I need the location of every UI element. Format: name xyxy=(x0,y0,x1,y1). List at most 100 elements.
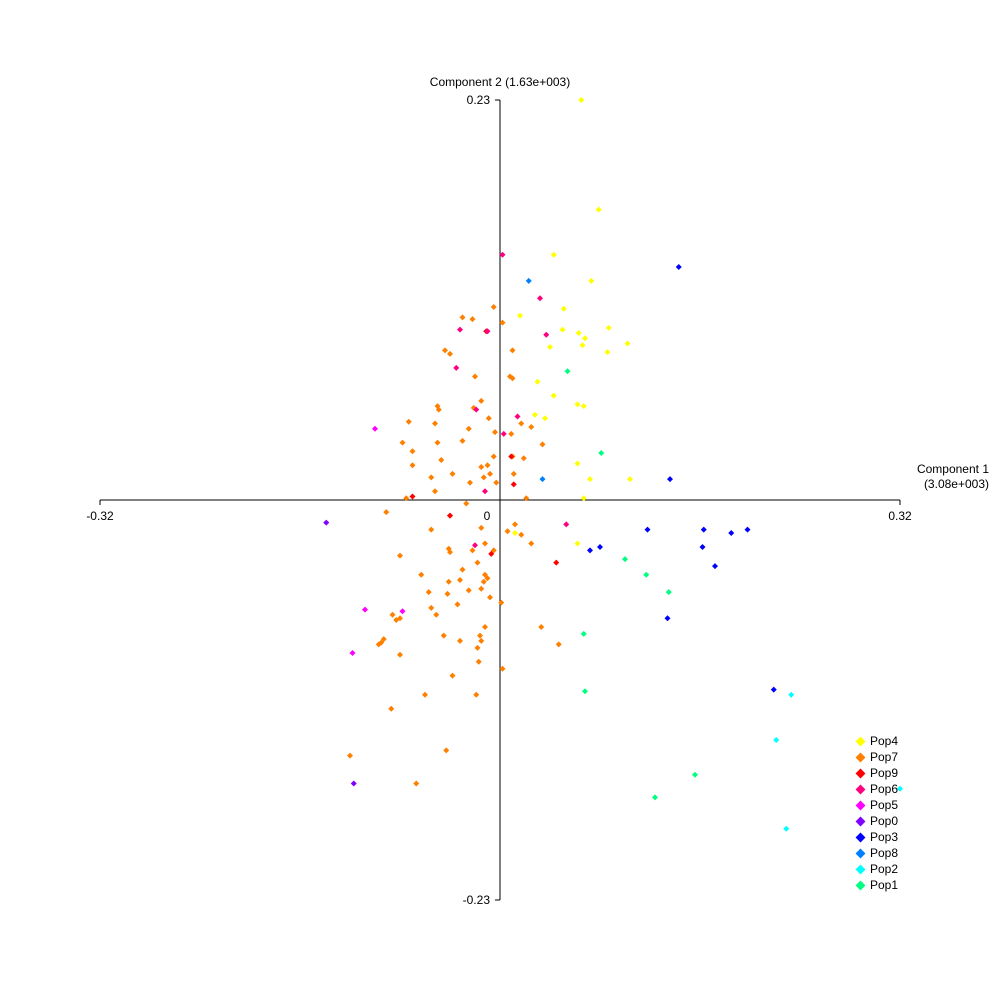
point-pop7 xyxy=(393,617,400,623)
legend-item-pop8: Pop8 xyxy=(855,845,898,861)
point-pop7 xyxy=(444,590,451,597)
point-pop7 xyxy=(478,637,485,644)
point-pop5 xyxy=(372,425,378,432)
point-pop7 xyxy=(510,470,517,477)
point-pop4 xyxy=(579,342,586,349)
point-pop6 xyxy=(499,251,506,258)
point-pop0 xyxy=(350,780,357,787)
point-pop7 xyxy=(498,599,505,606)
point-pop4 xyxy=(517,312,523,319)
point-pop3 xyxy=(700,526,707,533)
point-pop3 xyxy=(664,615,671,622)
point-pop7 xyxy=(442,347,448,354)
point-pop7 xyxy=(518,420,525,427)
point-pop7 xyxy=(347,752,353,759)
point-pop6 xyxy=(484,328,491,335)
point-pop5 xyxy=(399,608,406,615)
point-pop6 xyxy=(472,542,478,549)
point-pop1 xyxy=(598,450,605,457)
point-pop7 xyxy=(504,528,511,535)
point-pop6 xyxy=(563,521,570,528)
x-tick-min-label: -0.32 xyxy=(86,509,114,523)
point-pop1 xyxy=(665,589,672,596)
point-pop4 xyxy=(588,277,595,284)
point-pop7 xyxy=(509,347,516,354)
point-pop7 xyxy=(474,644,481,651)
point-pop4 xyxy=(580,403,587,410)
point-pop7 xyxy=(405,418,412,425)
point-pop1 xyxy=(692,771,698,778)
point-pop7 xyxy=(459,437,466,444)
point-pop9 xyxy=(409,493,416,500)
legend-swatch xyxy=(855,768,866,778)
point-pop4 xyxy=(627,476,633,483)
point-pop7 xyxy=(449,672,456,679)
legend-item-pop9: Pop9 xyxy=(855,765,898,781)
point-pop6 xyxy=(473,406,480,413)
point-pop7 xyxy=(490,453,497,460)
point-pop1 xyxy=(564,368,571,375)
legend-item-pop7: Pop7 xyxy=(855,749,898,765)
point-pop7 xyxy=(428,474,435,481)
point-pop4 xyxy=(604,349,611,356)
x-tick-max-label: 0.32 xyxy=(888,509,912,523)
point-pop4 xyxy=(547,343,553,350)
point-pop3 xyxy=(744,526,751,533)
point-pop7 xyxy=(478,524,485,531)
point-pop7 xyxy=(383,509,390,516)
point-pop3 xyxy=(728,530,735,537)
point-pop7 xyxy=(409,448,416,455)
point-pop7 xyxy=(443,747,450,754)
legend-swatch xyxy=(855,736,866,746)
point-pop7 xyxy=(493,479,500,486)
legend-item-pop3: Pop3 xyxy=(855,829,898,845)
legend-label: Pop3 xyxy=(870,830,899,844)
point-pop7 xyxy=(459,566,466,573)
point-pop4 xyxy=(542,415,548,422)
point-pop7 xyxy=(518,531,525,538)
point-pop1 xyxy=(580,630,587,637)
point-pop7 xyxy=(539,441,546,448)
x-axis-title: Component 1 xyxy=(917,462,989,476)
point-pop6 xyxy=(453,364,460,371)
point-pop7 xyxy=(487,470,493,477)
point-pop2 xyxy=(897,785,903,792)
point-pop7 xyxy=(512,521,518,528)
point-pop7 xyxy=(528,540,535,547)
point-pop4 xyxy=(580,495,587,502)
point-pop6 xyxy=(482,488,488,495)
legend-swatch xyxy=(855,784,866,794)
point-pop7 xyxy=(487,594,493,601)
point-pop4 xyxy=(582,335,588,342)
point-pop6 xyxy=(543,331,550,338)
point-pop7 xyxy=(397,552,403,559)
legend-swatch xyxy=(855,832,866,842)
point-pop7 xyxy=(378,639,385,646)
point-pop7 xyxy=(509,375,516,382)
point-pop7 xyxy=(388,705,395,712)
point-pop9 xyxy=(447,512,453,519)
origin-label: 0 xyxy=(484,509,491,523)
point-pop7 xyxy=(438,457,445,463)
point-pop3 xyxy=(770,686,777,693)
point-pop7 xyxy=(474,559,481,566)
point-pop6 xyxy=(514,413,521,420)
point-pop7 xyxy=(432,420,438,427)
point-pop7 xyxy=(472,373,478,380)
point-pop7 xyxy=(449,470,456,477)
legend-label: Pop4 xyxy=(870,734,899,748)
point-pop6 xyxy=(457,326,463,333)
legend-swatch xyxy=(855,880,866,890)
point-pop7 xyxy=(508,430,515,437)
point-pop7 xyxy=(422,691,428,698)
point-pop5 xyxy=(362,606,368,613)
point-pop7 xyxy=(469,316,476,323)
legend-item-pop1: Pop1 xyxy=(855,877,898,893)
legend-swatch xyxy=(855,752,866,762)
point-pop3 xyxy=(699,543,706,550)
point-pop7 xyxy=(490,303,497,310)
legend: Pop4 Pop7 Pop9 Pop6 Pop5 Pop0 Pop3 Pop8 Pop2 Pop1 xyxy=(855,733,898,893)
point-pop7 xyxy=(463,500,470,507)
legend-item-pop6: Pop6 xyxy=(855,781,898,797)
